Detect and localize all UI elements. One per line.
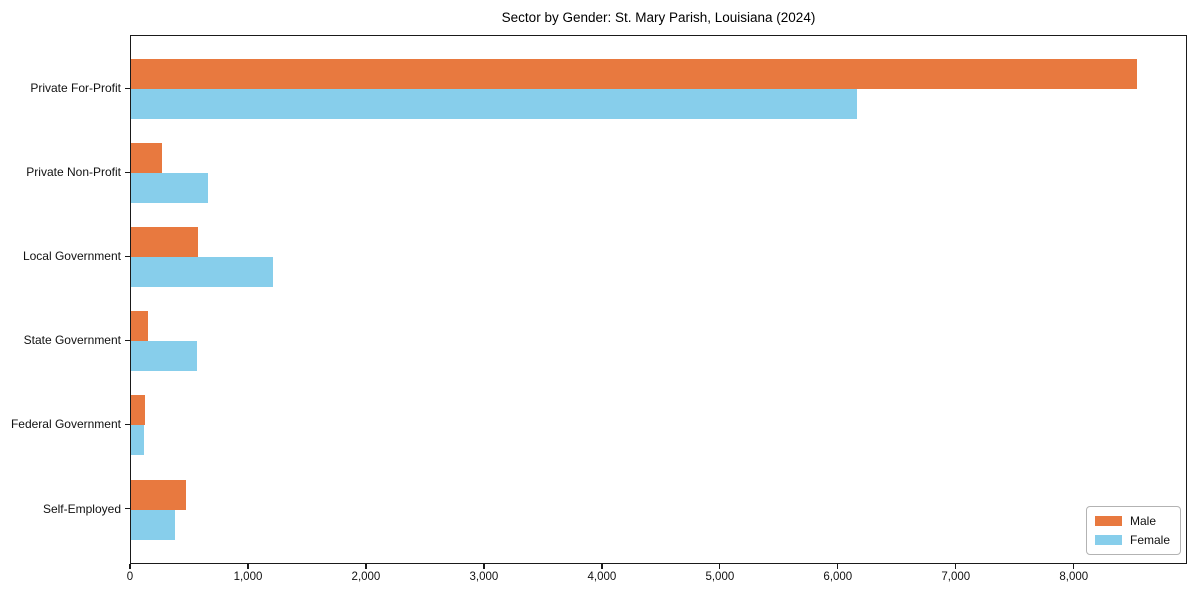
x-axis-tick-label: 7,000 [941, 571, 971, 583]
x-tick-mark [247, 564, 249, 569]
x-tick-mark [955, 564, 957, 569]
x-axis-tick-label: 4,000 [587, 571, 617, 583]
x-axis-tick-label: 6,000 [823, 571, 853, 583]
bar-male-3 [131, 227, 199, 258]
x-tick-mark [483, 564, 485, 569]
x-axis-tick-label: 5,000 [705, 571, 735, 583]
bar-female-6 [131, 509, 175, 540]
y-axis-category-label: Local Government [22, 249, 121, 264]
x-tick-mark [365, 564, 367, 569]
legend-label: Male [1129, 514, 1156, 528]
y-axis-category-label: Private For-Profit [30, 81, 121, 95]
x-axis-tick-label: 3,000 [469, 571, 499, 583]
x-tick-mark [601, 564, 603, 569]
x-axis-tick-label: 1,000 [233, 571, 263, 583]
y-axis-category-label: State Government [23, 333, 121, 348]
x-tick-mark [129, 564, 131, 569]
bar-female-2 [131, 173, 208, 204]
legend-item-male: Male [1094, 514, 1170, 528]
bar-male-1 [131, 59, 1138, 89]
x-axis-tick-label: 0 [126, 571, 134, 583]
legend-item-female: Female [1094, 533, 1170, 547]
bar-male-2 [131, 143, 163, 174]
bar-female-4 [131, 341, 197, 372]
legend-swatch-female [1094, 535, 1122, 545]
bar-male-6 [131, 479, 186, 510]
legend: Male Female [1085, 506, 1181, 555]
bar-female-5 [131, 425, 144, 456]
y-axis-category-label: Federal Government [10, 417, 121, 432]
bar-male-4 [131, 311, 149, 342]
legend-label: Female [1129, 533, 1170, 547]
y-axis-category-label: Private Non-Profit [26, 165, 121, 180]
plot-area [130, 35, 1187, 564]
x-axis-tick-label: 8,000 [1059, 571, 1089, 583]
x-tick-mark [1073, 564, 1075, 569]
bar-female-1 [131, 89, 857, 119]
x-tick-mark [719, 564, 721, 569]
bar-male-5 [131, 395, 146, 426]
x-tick-mark [837, 564, 839, 569]
y-axis-category-label: Self-Employed [42, 501, 121, 516]
chart-title: Sector by Gender: St. Mary Parish, Louis… [501, 10, 816, 25]
legend-swatch-male [1094, 516, 1122, 526]
x-axis-tick-label: 2,000 [351, 571, 381, 583]
bar-female-3 [131, 257, 274, 288]
